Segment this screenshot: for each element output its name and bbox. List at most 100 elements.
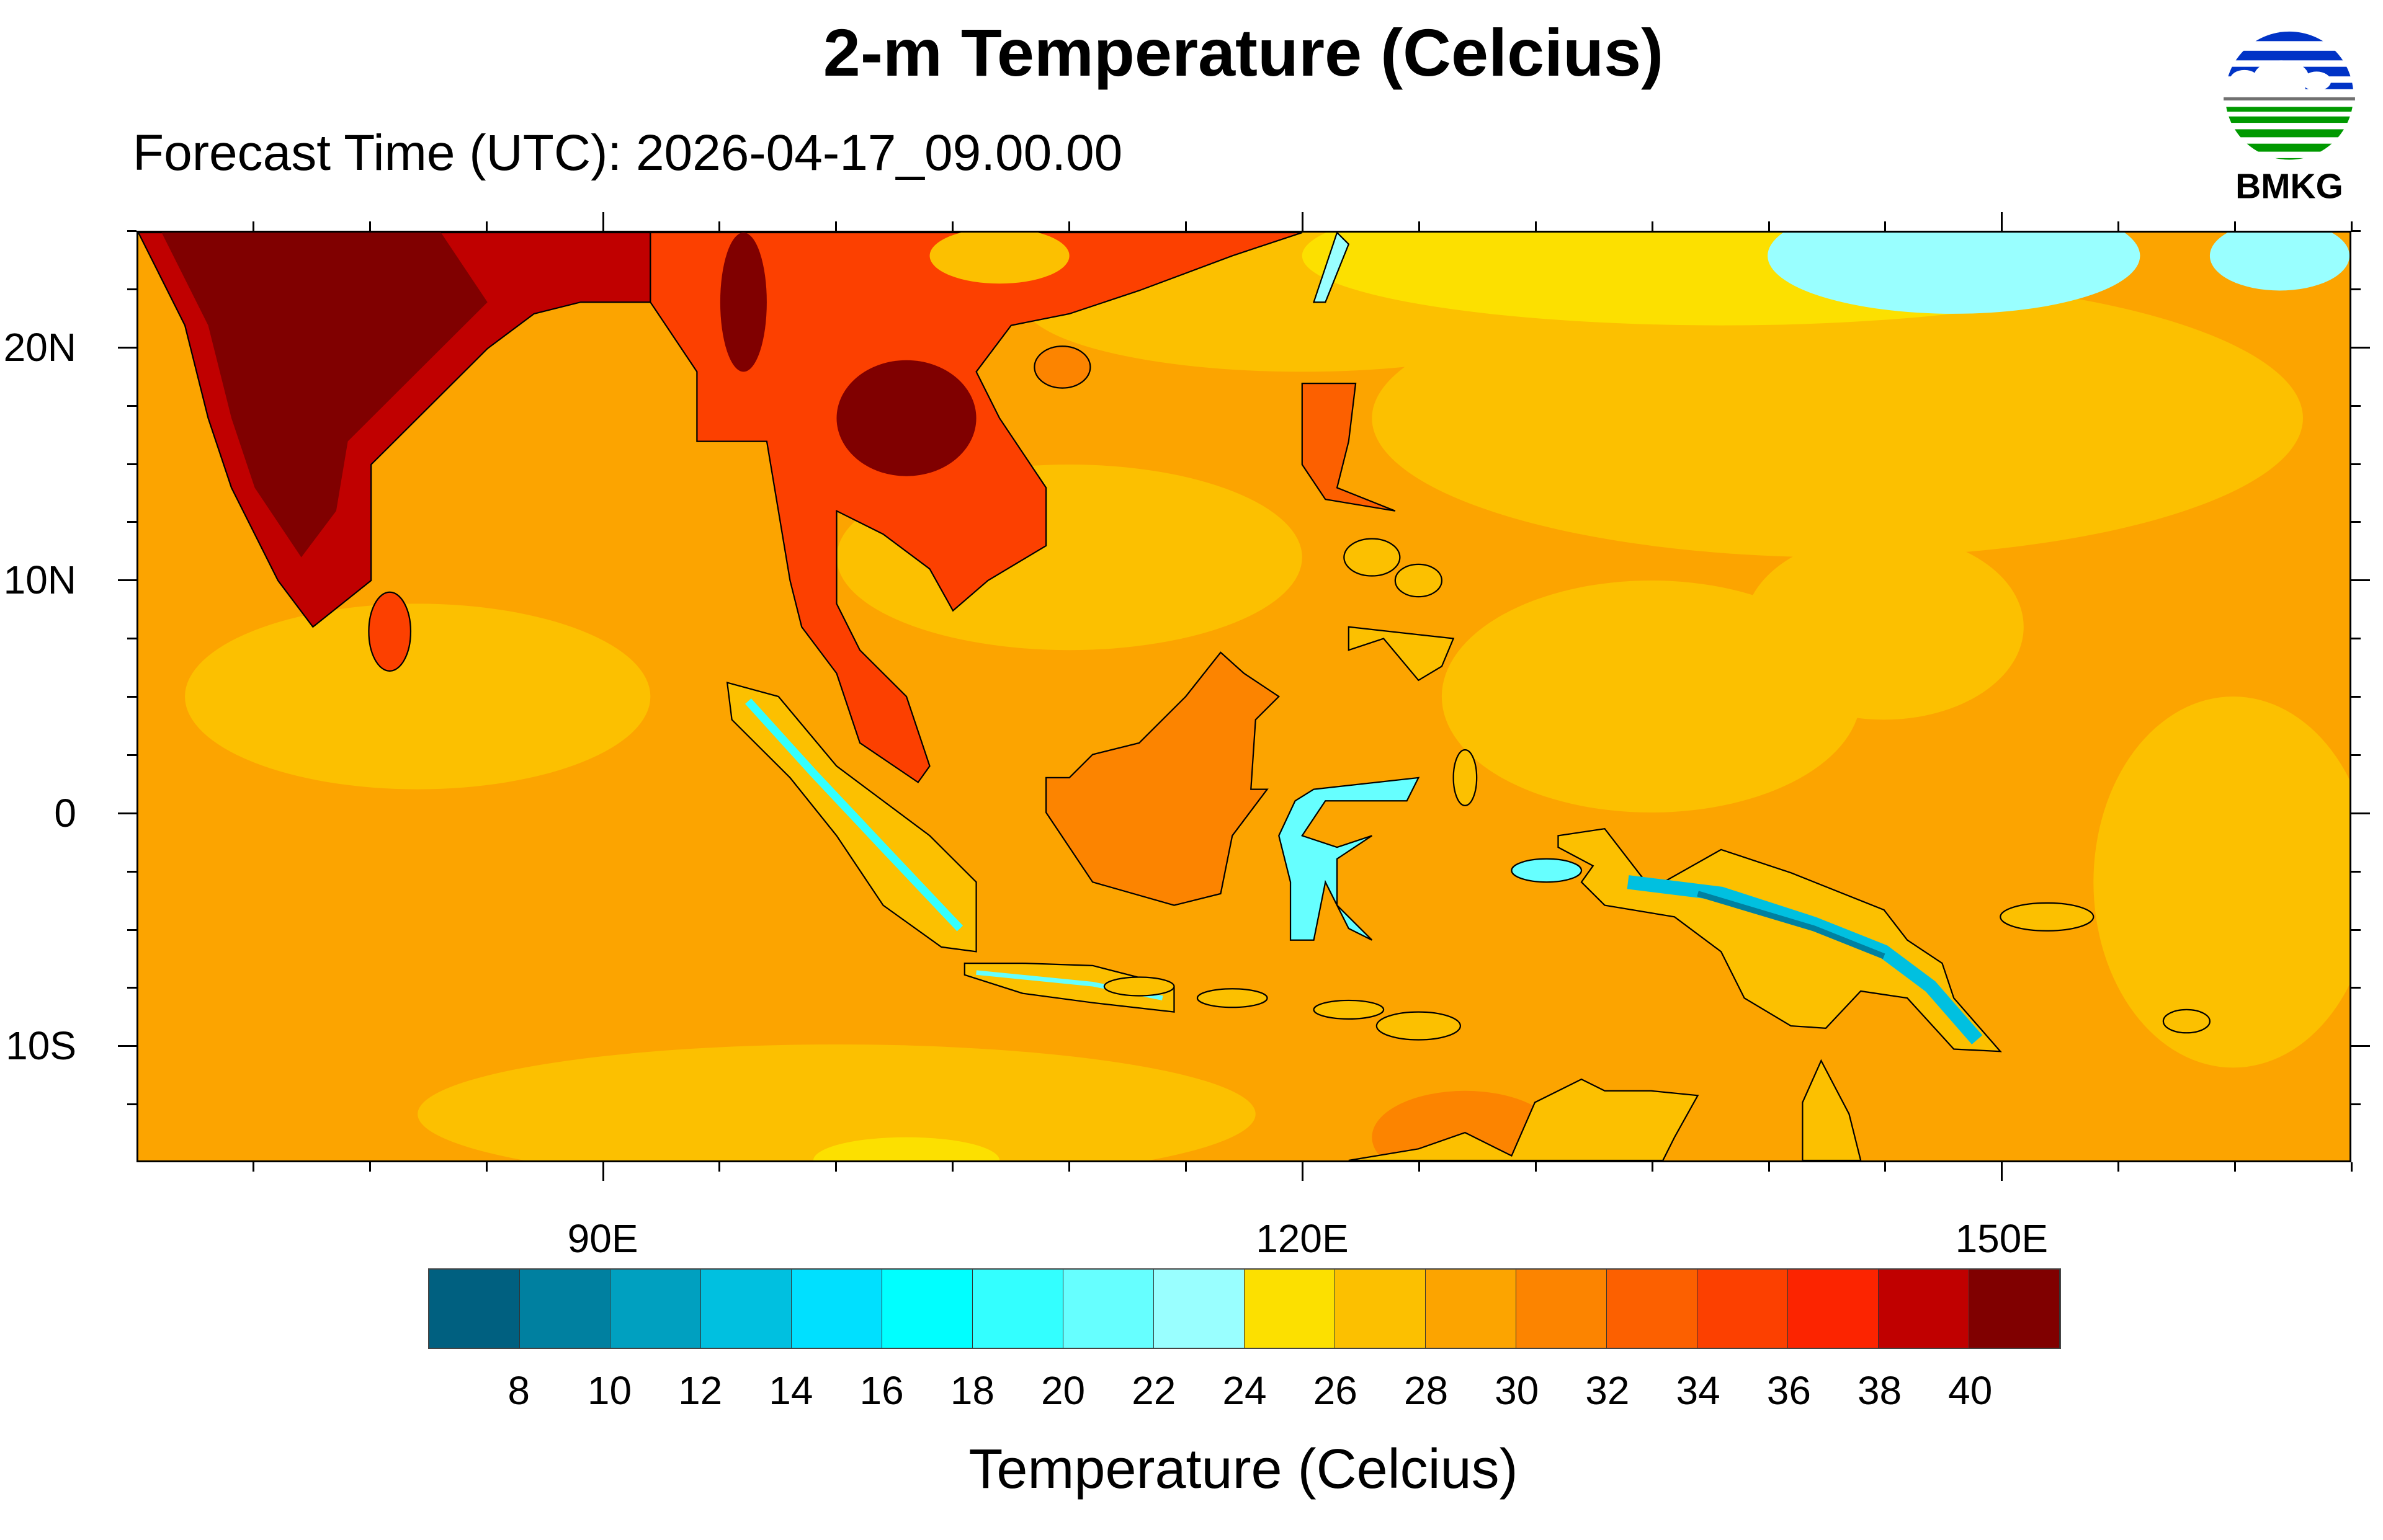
yellow-regions bbox=[185, 233, 2349, 1160]
lat-tick bbox=[127, 638, 136, 640]
lat-tick bbox=[118, 812, 136, 814]
colorbar-label: 22 bbox=[1132, 1368, 1176, 1413]
colorbar-box bbox=[429, 1270, 520, 1348]
colorbar-label: 38 bbox=[1857, 1368, 1902, 1413]
lat-tick bbox=[2351, 346, 2370, 349]
taiwan bbox=[1312, 233, 1350, 303]
colorbar-box bbox=[610, 1270, 701, 1348]
lon-tick bbox=[2234, 1162, 2237, 1172]
lat-tick bbox=[127, 1103, 136, 1106]
hainan bbox=[1034, 345, 1091, 389]
colorbar-box bbox=[1879, 1270, 1969, 1348]
colorbar-label: 14 bbox=[769, 1368, 813, 1413]
lon-tick bbox=[2117, 221, 2120, 231]
lon-tick bbox=[1068, 221, 1071, 231]
lon-label: 90E bbox=[567, 1216, 638, 1261]
colorbar-box bbox=[1245, 1270, 1335, 1348]
logo-text: BMKG bbox=[2235, 167, 2343, 207]
lat-tick bbox=[127, 230, 136, 232]
lat-tick bbox=[127, 696, 136, 698]
colorbar-box bbox=[1607, 1270, 1697, 1348]
lat-tick bbox=[2351, 1045, 2370, 1048]
colorbar-label: 28 bbox=[1403, 1368, 1449, 1413]
lon-tick bbox=[1884, 1162, 1887, 1172]
lon-tick bbox=[602, 212, 604, 231]
lon-tick bbox=[602, 1162, 604, 1181]
lat-tick bbox=[118, 579, 136, 582]
colorbar-box bbox=[1063, 1270, 1154, 1348]
colorbar-box bbox=[1154, 1270, 1245, 1348]
lon-tick bbox=[1418, 1162, 1420, 1172]
lon-tick bbox=[1534, 221, 1537, 231]
lat-tick bbox=[2351, 928, 2361, 931]
sulawesi bbox=[1278, 777, 1420, 941]
colorbar-box bbox=[701, 1270, 792, 1348]
colorbar-box bbox=[792, 1270, 882, 1348]
colorbar-label: 24 bbox=[1222, 1368, 1267, 1413]
lat-tick bbox=[2351, 1103, 2361, 1106]
australia bbox=[1348, 1078, 1699, 1160]
lat-tick bbox=[2351, 638, 2361, 640]
lat-tick bbox=[2351, 696, 2361, 698]
lat-label: 10S bbox=[6, 1023, 76, 1069]
colorbar-label: 26 bbox=[1313, 1368, 1357, 1413]
lat-tick bbox=[127, 987, 136, 989]
lon-tick bbox=[1884, 221, 1887, 231]
lon-tick bbox=[1768, 221, 1770, 231]
colorbar-label: 32 bbox=[1585, 1368, 1630, 1413]
coastlines bbox=[138, 233, 2211, 1160]
lon-tick bbox=[2001, 1162, 2003, 1181]
bmkg-logo: BMKG bbox=[2209, 16, 2370, 208]
lat-tick bbox=[2351, 754, 2361, 756]
lon-tick bbox=[369, 1162, 371, 1172]
lon-tick bbox=[952, 1162, 954, 1172]
lon-tick bbox=[2117, 1162, 2120, 1172]
colorbar-box bbox=[1426, 1270, 1516, 1348]
colorbar-label: 8 bbox=[507, 1368, 530, 1413]
temperature-map bbox=[136, 231, 2351, 1162]
colorbar-box bbox=[1516, 1270, 1607, 1348]
chart-title: 2-m Temperature (Celcius) bbox=[823, 15, 1664, 90]
lat-tick bbox=[2351, 521, 2361, 523]
colorbar-box bbox=[882, 1270, 973, 1348]
lat-tick bbox=[2351, 987, 2361, 989]
lat-tick bbox=[127, 463, 136, 465]
colorbar-label: 40 bbox=[1948, 1368, 1993, 1413]
lon-label: 120E bbox=[1256, 1216, 1349, 1261]
borneo bbox=[1045, 651, 1281, 906]
lon-tick bbox=[1768, 1162, 1770, 1172]
lat-label: 0 bbox=[54, 790, 76, 835]
lat-tick bbox=[2351, 404, 2361, 407]
colorbar-label: 12 bbox=[678, 1368, 723, 1413]
lon-tick bbox=[1185, 1162, 1187, 1172]
colorbar-box bbox=[1788, 1270, 1879, 1348]
sri-lanka bbox=[368, 591, 412, 672]
lon-tick bbox=[485, 221, 488, 231]
lat-label: 10N bbox=[3, 558, 76, 603]
lon-tick bbox=[835, 221, 838, 231]
lon-tick bbox=[1301, 1162, 1303, 1181]
indochina bbox=[650, 233, 1303, 783]
lon-tick bbox=[2351, 1162, 2353, 1172]
luzon bbox=[1301, 382, 1396, 512]
lat-label: 20N bbox=[3, 324, 76, 370]
lat-tick bbox=[2351, 579, 2370, 582]
lon-tick bbox=[1651, 1162, 1653, 1172]
colorbar-box bbox=[1697, 1270, 1788, 1348]
lon-tick bbox=[1185, 221, 1187, 231]
lon-tick bbox=[1534, 1162, 1537, 1172]
lon-tick bbox=[1068, 1162, 1071, 1172]
lat-tick bbox=[2351, 230, 2361, 232]
lat-tick bbox=[118, 346, 136, 349]
colorbar-label: 36 bbox=[1766, 1368, 1811, 1413]
lat-tick bbox=[127, 870, 136, 873]
cool-region bbox=[1768, 233, 2140, 314]
colorbar-box bbox=[973, 1270, 1063, 1348]
lon-tick bbox=[252, 1162, 254, 1172]
colorbar-box bbox=[520, 1270, 610, 1348]
lat-tick bbox=[2351, 463, 2361, 465]
lon-tick bbox=[1301, 212, 1303, 231]
lat-tick bbox=[2351, 288, 2361, 290]
lon-tick bbox=[2001, 212, 2003, 231]
lon-tick bbox=[835, 1162, 838, 1172]
